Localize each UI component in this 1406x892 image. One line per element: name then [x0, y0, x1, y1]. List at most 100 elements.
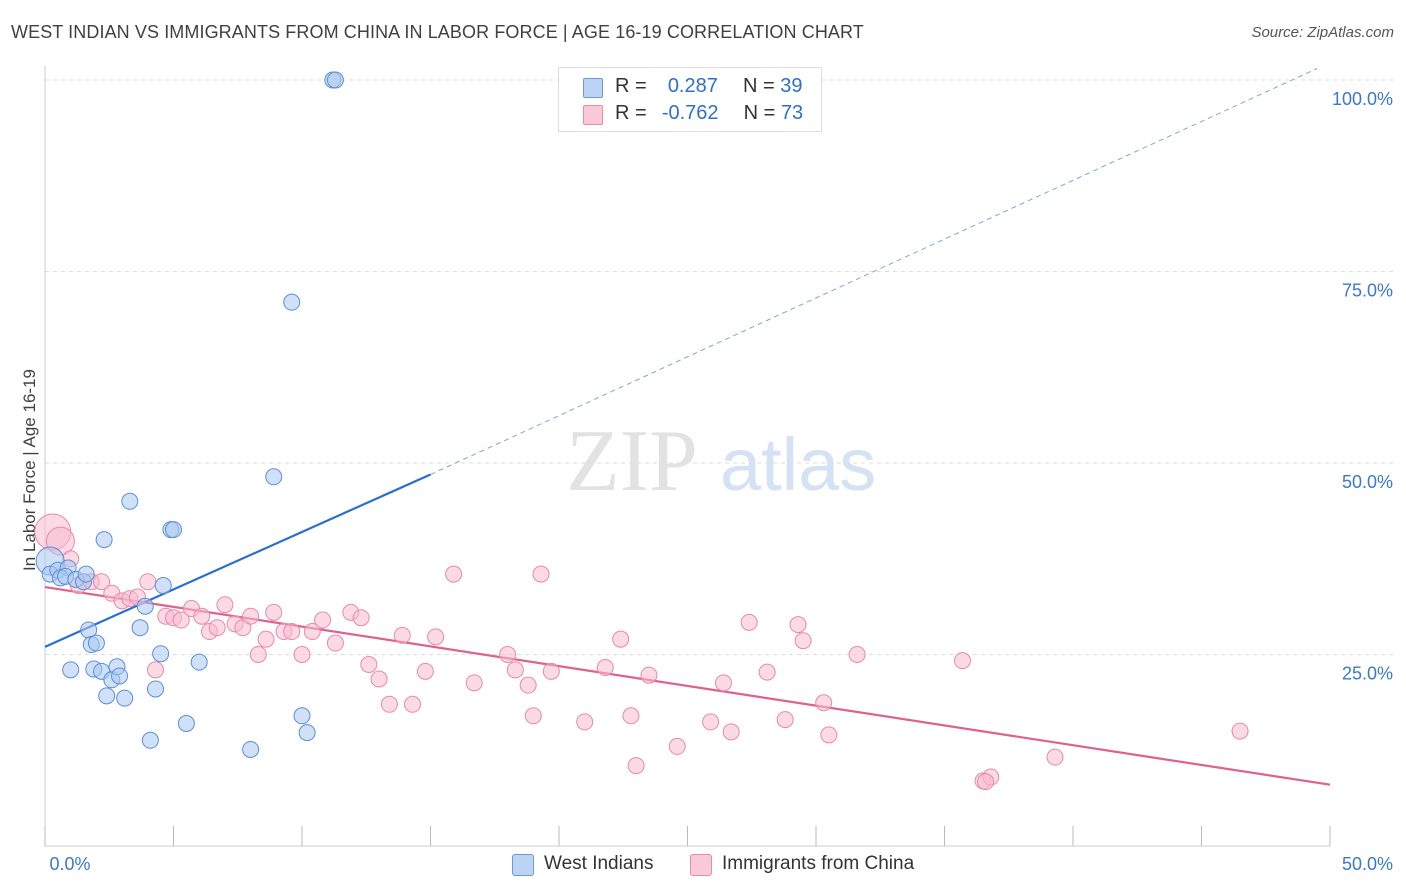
west-indian-point	[154, 577, 172, 595]
china-point	[977, 773, 995, 791]
china-point	[326, 634, 344, 652]
china-point	[612, 630, 630, 648]
source-credit: Source: ZipAtlas.com	[1251, 24, 1394, 41]
china-point	[499, 646, 517, 663]
trend-line	[44, 586, 1331, 786]
china-trend	[44, 586, 1331, 786]
china-point	[596, 659, 614, 677]
china-point	[293, 646, 311, 663]
west-indian-point	[242, 740, 260, 758]
china-point	[360, 655, 378, 673]
west-indian-point	[87, 634, 105, 652]
china-point	[193, 607, 211, 625]
china-point	[776, 711, 794, 729]
west-indian-point	[98, 687, 116, 705]
china-point	[740, 613, 758, 631]
y-tick-label: 50.0%	[1342, 472, 1393, 492]
watermark: ZIP atlas	[566, 413, 876, 510]
west-indian-point	[141, 731, 159, 749]
legend-swatch-blue	[583, 78, 603, 98]
west-indian-point	[283, 293, 301, 311]
west-indian-point	[116, 689, 134, 707]
china-point	[519, 676, 537, 694]
china-point	[506, 661, 524, 679]
china-point	[283, 623, 301, 641]
china-point	[465, 674, 483, 692]
china-point	[380, 695, 398, 713]
x-tick-label: 50.0%	[1342, 854, 1393, 874]
y-tick-label: 25.0%	[1342, 664, 1393, 684]
west-indian-point	[95, 531, 113, 549]
china-point	[702, 713, 720, 731]
legend-n-label: N =	[743, 75, 775, 97]
y-tick-label: 75.0%	[1342, 281, 1393, 301]
y-tick-label: 100.0%	[1332, 89, 1393, 109]
west-indian-point	[77, 565, 95, 583]
china-point	[249, 646, 267, 663]
west-indian-point	[121, 492, 139, 510]
west-indian-point	[265, 468, 283, 486]
china-point	[722, 723, 740, 741]
china-point	[789, 616, 807, 634]
x-tick-label: 0.0%	[49, 854, 90, 874]
west-indian-point	[147, 680, 165, 698]
series-swatch-blue	[512, 854, 534, 876]
legend-r-label: R =	[615, 75, 647, 97]
china-point	[953, 652, 971, 670]
series-swatch-pink	[690, 854, 712, 876]
west-indian-point	[152, 645, 170, 663]
legend-r-label: R =	[615, 102, 647, 124]
china-point	[622, 707, 640, 725]
china-point	[714, 674, 732, 692]
china-point	[370, 670, 388, 688]
legend-r-value: 0.287	[667, 75, 718, 97]
tick-labels: 25.0% 50.0% 75.0% 100.0% 0.0% 50.0%	[49, 89, 1393, 874]
china-point	[542, 662, 560, 680]
west-indian-point	[165, 521, 182, 539]
chart-title: WEST INDIAN VS IMMIGRANTS FROM CHINA IN …	[11, 22, 864, 42]
legend-n-label: N =	[743, 102, 776, 124]
china-point	[794, 632, 812, 650]
west-indian-point	[177, 714, 195, 732]
axes	[44, 66, 1331, 847]
china-point	[758, 663, 776, 681]
watermark-zip: ZIP	[566, 413, 698, 510]
legend-swatch-pink	[583, 105, 603, 125]
china-point	[445, 565, 463, 583]
china-point	[93, 573, 111, 591]
china-point	[216, 596, 234, 614]
west-indian-point	[298, 724, 316, 742]
west-indian-point	[190, 653, 208, 671]
west-indians-trend	[44, 68, 1318, 648]
china-point	[147, 661, 165, 679]
west-indian-point	[136, 597, 154, 615]
china-point	[208, 619, 226, 637]
china-point	[524, 707, 542, 725]
west-indian-point	[62, 661, 80, 679]
china-point	[257, 630, 275, 648]
china-point	[352, 609, 370, 627]
china-point	[668, 737, 686, 755]
series-label: West Indians	[544, 853, 654, 874]
data-points	[34, 71, 1249, 791]
correlation-legend: R = 0.287 N = 39 R = -0.762 N = 73	[558, 67, 822, 132]
legend-r-value: -0.762	[661, 102, 719, 124]
china-point	[576, 713, 594, 731]
west-indian-point	[293, 707, 311, 725]
trend-line-dashed	[430, 68, 1318, 475]
china-point	[820, 726, 838, 744]
legend-n-value: 39	[780, 75, 803, 97]
china-point	[815, 694, 833, 712]
west-indian-point	[111, 667, 129, 685]
china-point	[1046, 748, 1064, 766]
china-point	[404, 695, 422, 713]
china-point	[172, 611, 190, 629]
china-point	[314, 611, 332, 629]
west-indian-point	[131, 619, 149, 637]
gridlines	[45, 79, 1393, 655]
china-point	[1231, 722, 1249, 740]
china-point	[393, 626, 411, 644]
china-point	[242, 607, 260, 625]
china-point	[265, 603, 283, 621]
